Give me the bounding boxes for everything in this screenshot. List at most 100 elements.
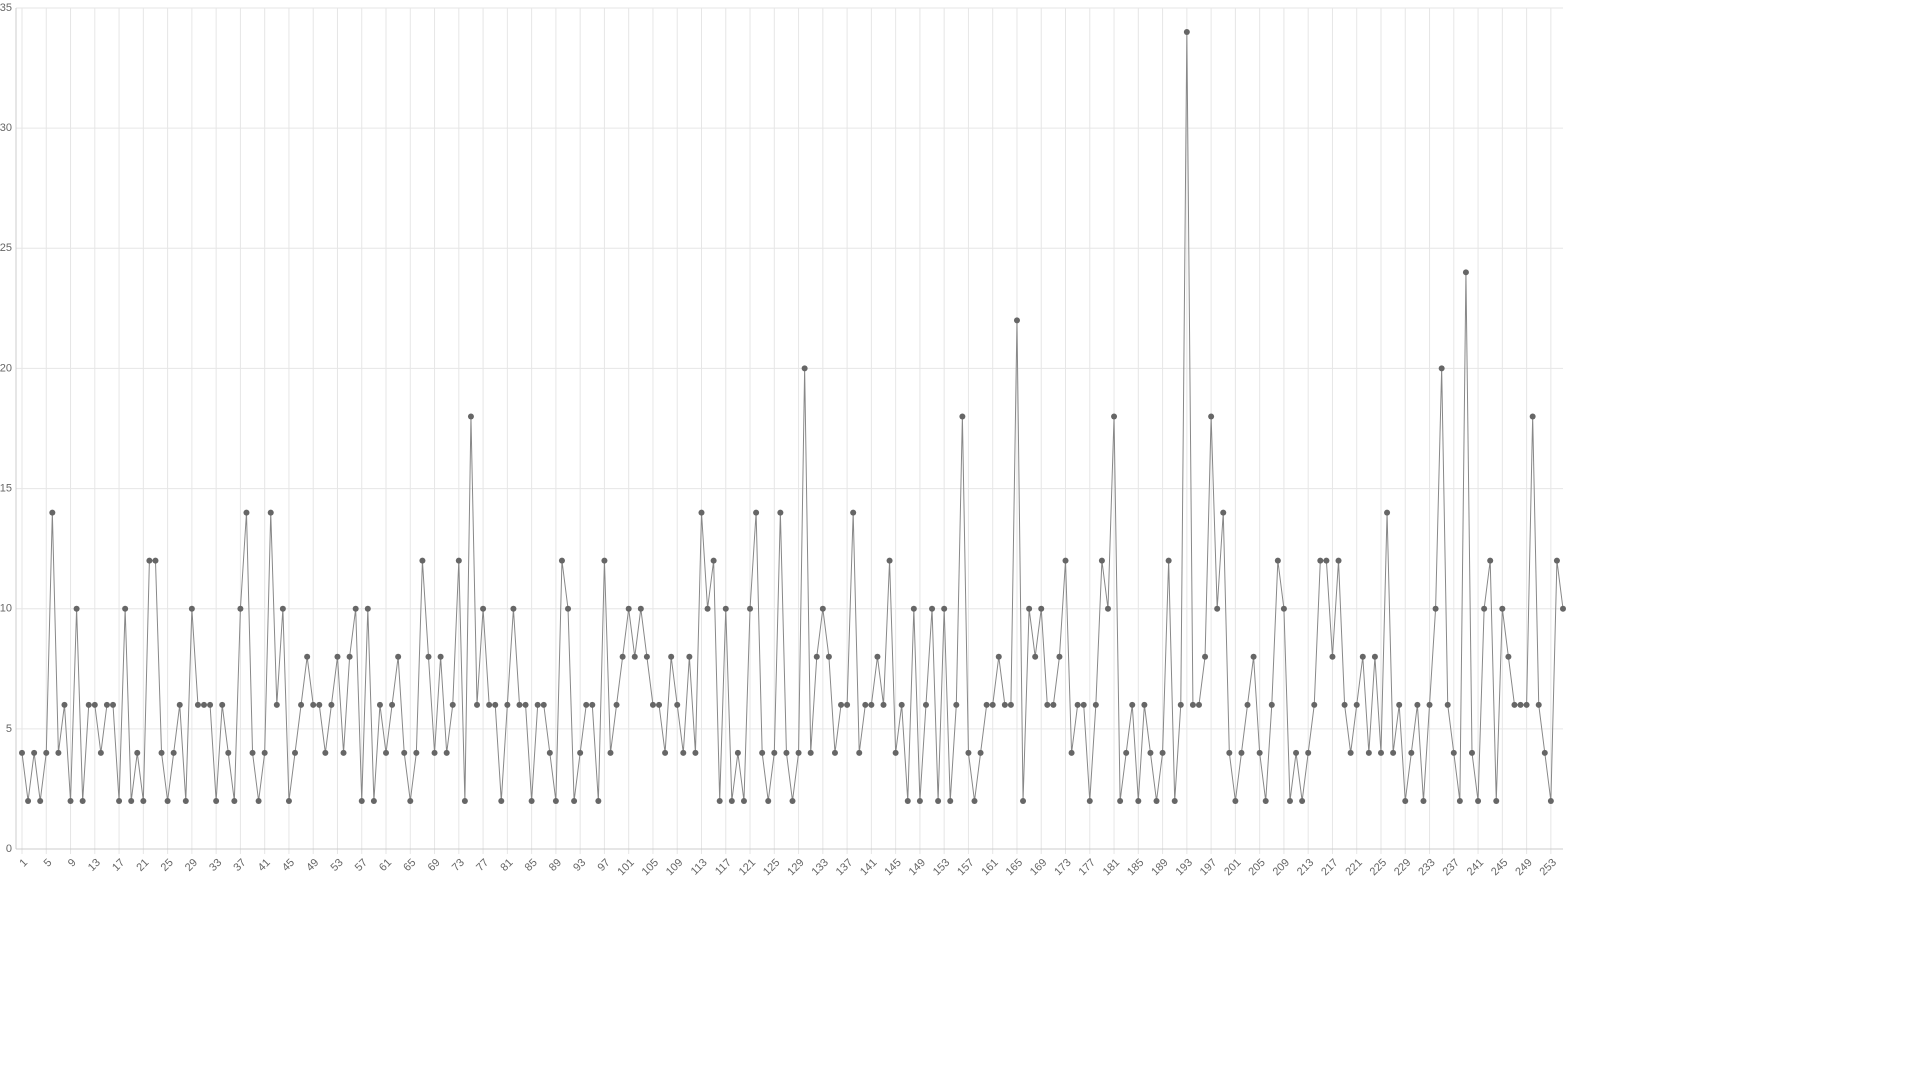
point <box>207 701 214 708</box>
point <box>1111 413 1118 420</box>
point <box>279 605 286 612</box>
point <box>346 653 353 660</box>
point <box>1341 701 1348 708</box>
point <box>492 701 499 708</box>
point <box>522 701 529 708</box>
point <box>413 749 420 756</box>
point <box>1487 557 1494 564</box>
point <box>43 749 50 756</box>
x-tick-label: 201 <box>1222 857 1243 878</box>
point <box>801 365 808 372</box>
point <box>201 701 208 708</box>
x-tick-label: 145 <box>882 857 903 878</box>
point <box>480 605 487 612</box>
point <box>1165 557 1172 564</box>
point <box>116 797 123 804</box>
point <box>158 749 165 756</box>
point <box>1286 797 1293 804</box>
x-tick-label: 93 <box>571 857 588 874</box>
point <box>1547 797 1554 804</box>
point <box>716 797 723 804</box>
y-tick-label: 30 <box>0 122 12 134</box>
point <box>619 653 626 660</box>
point <box>146 557 153 564</box>
x-tick-label: 77 <box>474 857 491 874</box>
x-tick-label: 185 <box>1125 857 1146 878</box>
x-tick-label: 173 <box>1052 857 1073 878</box>
point <box>722 605 729 612</box>
point <box>486 701 493 708</box>
point <box>128 797 135 804</box>
x-tick-label: 61 <box>377 857 394 874</box>
x-tick-label: 181 <box>1101 857 1122 878</box>
point <box>698 509 705 516</box>
point <box>219 701 226 708</box>
x-tick-label: 153 <box>931 857 952 878</box>
point <box>73 605 80 612</box>
x-tick-label: 241 <box>1465 857 1486 878</box>
point <box>467 413 474 420</box>
point <box>461 797 468 804</box>
point <box>1038 605 1045 612</box>
point <box>1080 701 1087 708</box>
point <box>856 749 863 756</box>
point <box>1117 797 1124 804</box>
point <box>1098 557 1105 564</box>
point <box>1317 557 1324 564</box>
point <box>971 797 978 804</box>
point <box>1293 749 1300 756</box>
point <box>182 797 189 804</box>
point <box>777 509 784 516</box>
point <box>61 701 68 708</box>
point <box>383 749 390 756</box>
point <box>886 557 893 564</box>
point <box>565 605 572 612</box>
x-tick-label: 113 <box>689 857 710 878</box>
x-tick-label: 209 <box>1271 857 1292 878</box>
point <box>1044 701 1051 708</box>
x-tick-label: 169 <box>1028 857 1049 878</box>
point <box>1535 701 1542 708</box>
point <box>1481 605 1488 612</box>
point <box>1262 797 1269 804</box>
point <box>285 797 292 804</box>
point <box>340 749 347 756</box>
point <box>188 605 195 612</box>
point <box>91 701 98 708</box>
point <box>959 413 966 420</box>
point <box>328 701 335 708</box>
point <box>1414 701 1421 708</box>
point <box>552 797 559 804</box>
x-tick-label: 217 <box>1319 857 1340 878</box>
point <box>455 557 462 564</box>
point <box>631 653 638 660</box>
point <box>1007 701 1014 708</box>
point <box>134 749 141 756</box>
point <box>613 701 620 708</box>
point <box>583 701 590 708</box>
x-tick-label: 53 <box>329 857 346 874</box>
point <box>898 701 905 708</box>
point <box>25 797 32 804</box>
point <box>674 701 681 708</box>
point <box>1371 653 1378 660</box>
point <box>595 797 602 804</box>
point <box>273 701 280 708</box>
point <box>728 797 735 804</box>
x-tick-label: 45 <box>280 857 297 874</box>
x-tick-label: 141 <box>858 857 879 878</box>
point <box>304 653 311 660</box>
x-tick-label: 197 <box>1198 857 1219 878</box>
x-tick-label: 21 <box>134 857 151 874</box>
point <box>625 605 632 612</box>
x-tick-label: 193 <box>1174 857 1195 878</box>
point <box>431 749 438 756</box>
point <box>1056 653 1063 660</box>
point <box>103 701 110 708</box>
x-tick-label: 5 <box>42 857 55 870</box>
point <box>892 749 899 756</box>
point <box>1202 653 1209 660</box>
point <box>662 749 669 756</box>
point <box>170 749 177 756</box>
